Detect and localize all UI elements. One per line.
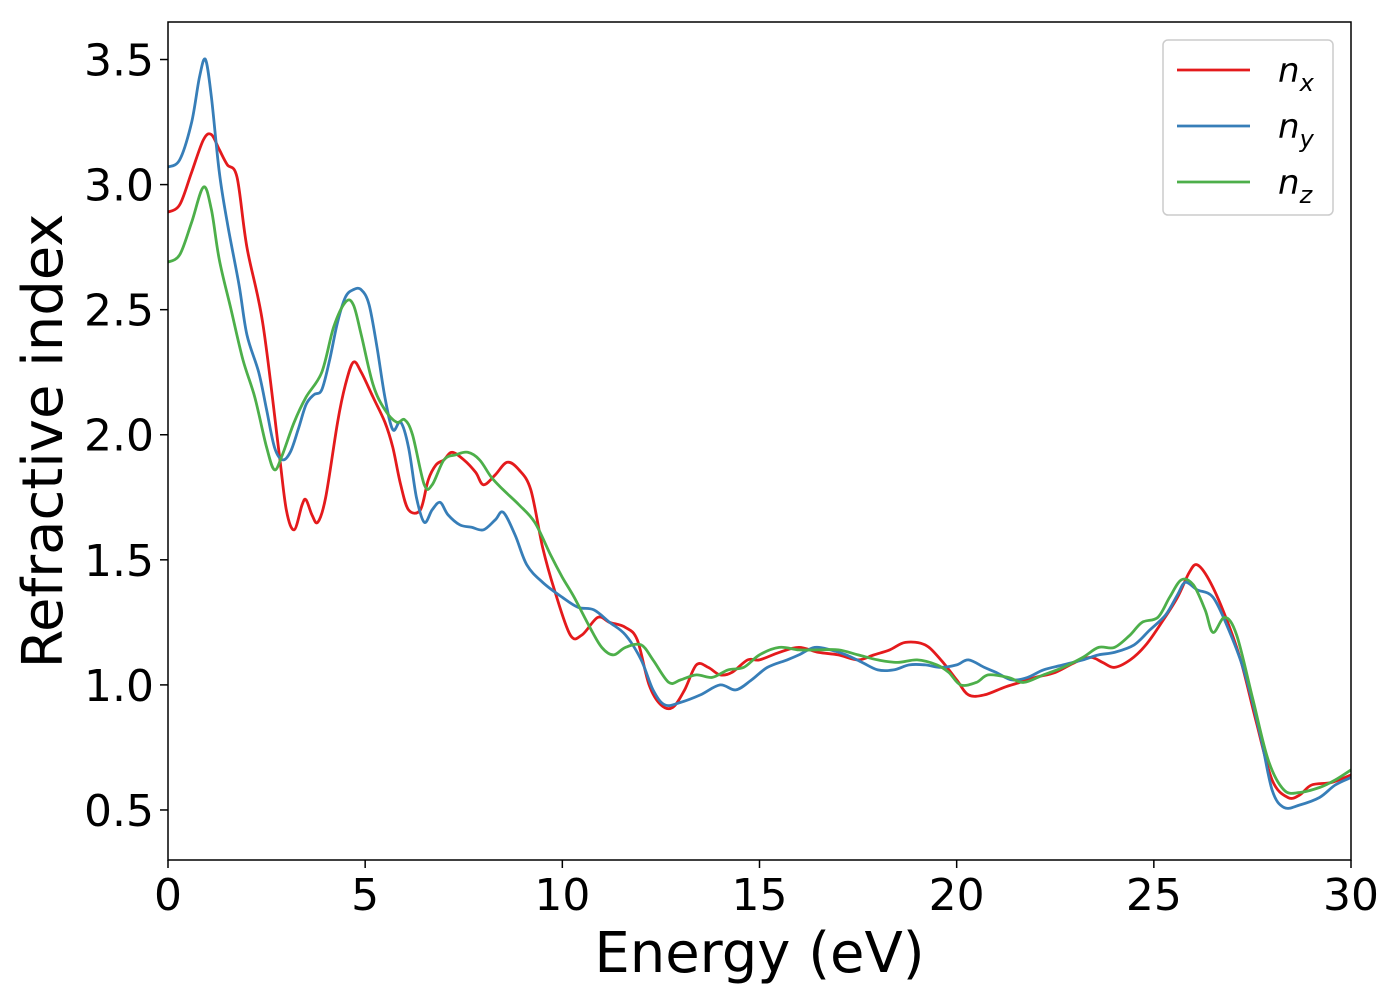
y-axis: 0.5 1.0 1.5 2.0 2.5 3.0 3.5	[84, 36, 168, 837]
x-tick-label: 15	[732, 870, 788, 921]
y-axis-title: Refractive index	[11, 214, 76, 669]
legend-label-symbol: n	[1278, 163, 1300, 203]
y-tick-label: 2.5	[84, 286, 154, 337]
legend-label-ny: ny	[1278, 107, 1315, 153]
x-axis-title: Energy (eV)	[594, 921, 924, 986]
series-line-nz	[168, 185, 1351, 795]
legend-label-symbol: n	[1278, 107, 1300, 147]
legend-label-nz: nz	[1278, 163, 1314, 209]
y-tick-label: 0.5	[84, 786, 154, 837]
x-tick-label: 10	[534, 870, 590, 921]
x-tick-label: 20	[929, 870, 985, 921]
legend-label-subscript: z	[1299, 181, 1314, 209]
legend-label-subscript: y	[1299, 125, 1315, 153]
y-tick-label: 2.0	[84, 411, 154, 462]
y-tick-label: 3.0	[84, 161, 154, 212]
legend-label-nx: nx	[1278, 51, 1315, 97]
x-axis: 0 5 10 15 20 25 30	[154, 860, 1379, 921]
x-tick-label: 0	[154, 870, 182, 921]
x-tick-label: 5	[351, 870, 379, 921]
y-tick-label: 1.0	[84, 661, 154, 712]
y-tick-label: 3.5	[84, 36, 154, 87]
legend-box	[1162, 39, 1334, 216]
x-tick-label: 30	[1323, 870, 1379, 921]
series-layer	[168, 57, 1351, 810]
y-tick-label: 1.5	[84, 536, 154, 587]
legend-label-symbol: n	[1278, 51, 1300, 91]
legend-label-subscript: x	[1299, 69, 1315, 97]
x-tick-label: 25	[1126, 870, 1182, 921]
series-line-ny	[168, 57, 1351, 810]
